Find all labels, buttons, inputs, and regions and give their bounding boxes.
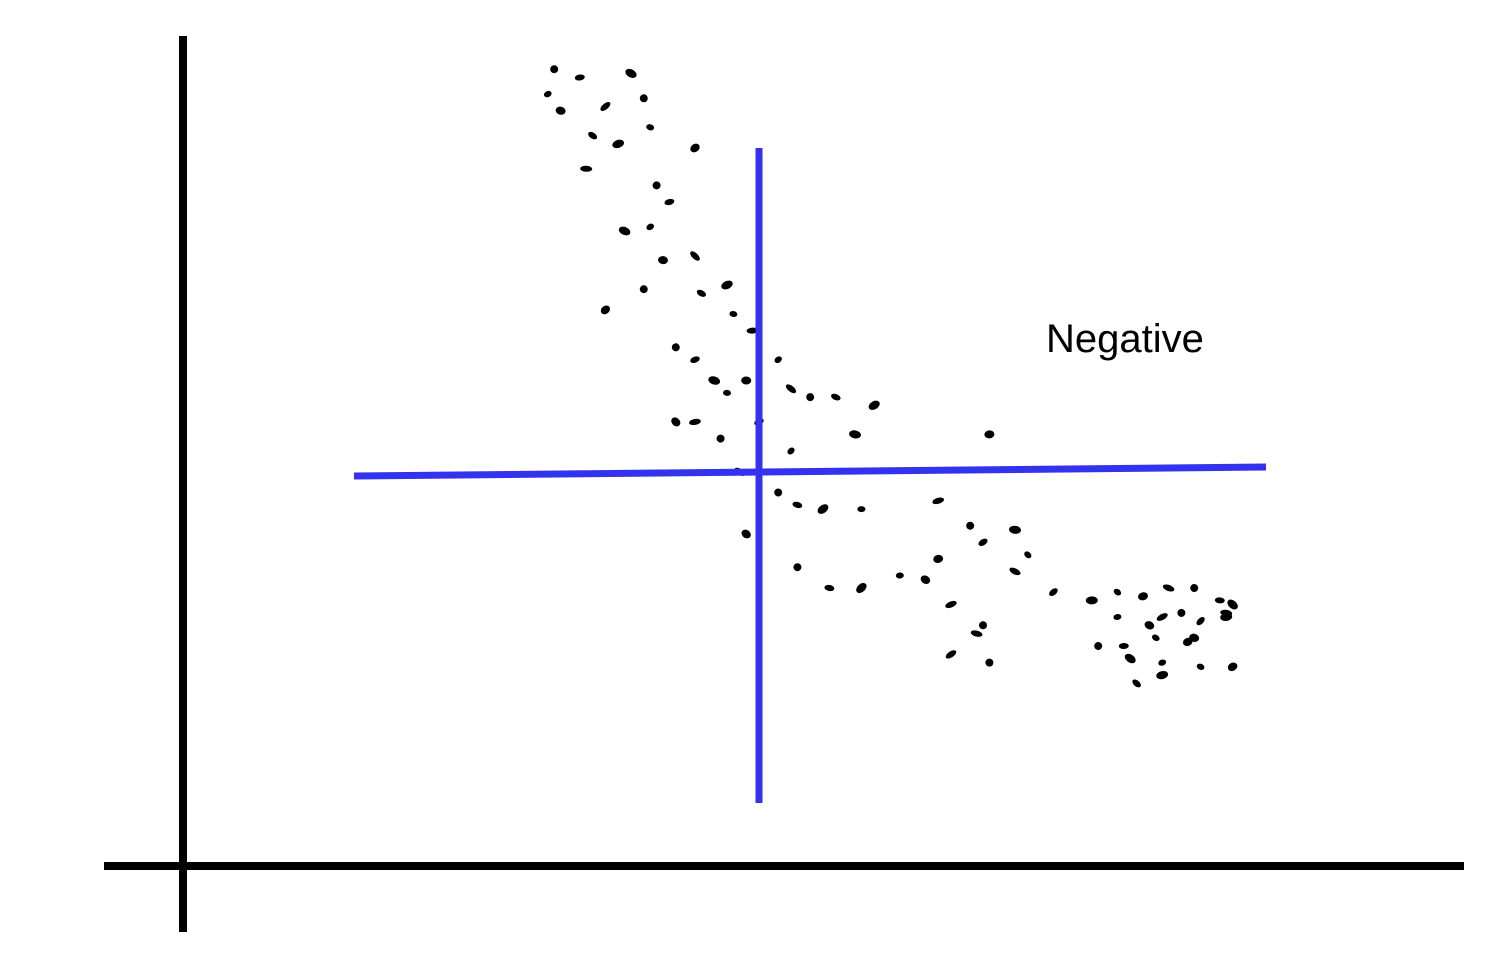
- data-point: [625, 68, 637, 78]
- data-point: [1182, 637, 1193, 647]
- data-point: [671, 417, 681, 427]
- data-point: [1227, 662, 1238, 672]
- data-point: [721, 280, 733, 290]
- data-point: [785, 384, 797, 394]
- data-point: [856, 582, 867, 594]
- data-point: [689, 418, 701, 426]
- data-point: [787, 447, 795, 455]
- data-point: [868, 400, 880, 410]
- data-point: [984, 430, 995, 439]
- data-point: [1158, 659, 1167, 666]
- data-point: [966, 521, 975, 530]
- data-point: [979, 621, 987, 630]
- data-point: [1024, 551, 1032, 559]
- data-point: [690, 356, 700, 363]
- data-point: [646, 124, 655, 131]
- data-point: [1049, 588, 1058, 596]
- data-point: [555, 106, 566, 115]
- data-point: [1124, 653, 1136, 664]
- data-point: [1009, 525, 1021, 534]
- data-point: [817, 504, 829, 514]
- data-point: [970, 630, 983, 637]
- data-point: [933, 554, 944, 563]
- data-point: [1113, 588, 1122, 596]
- data-point: [895, 572, 904, 579]
- data-point: [741, 529, 751, 539]
- data-point: [729, 310, 738, 318]
- data-point: [1156, 670, 1169, 680]
- data-point: [580, 165, 593, 172]
- data-point: [945, 650, 957, 659]
- data-point: [658, 256, 668, 265]
- data-point: [1220, 609, 1233, 616]
- data-point: [1138, 592, 1148, 601]
- data-point: [639, 285, 648, 294]
- axes: [104, 36, 1464, 932]
- mean-lines: [353, 148, 1267, 803]
- data-point: [1118, 642, 1129, 650]
- data-point: [793, 563, 802, 572]
- data-point: [774, 356, 782, 364]
- data-point: [671, 343, 680, 352]
- data-point: [600, 102, 611, 111]
- data-point: [1152, 634, 1160, 642]
- data-point: [985, 658, 994, 667]
- data-point: [1227, 599, 1238, 610]
- data-point: [588, 131, 598, 140]
- data-points: [543, 65, 1238, 688]
- data-point: [612, 139, 625, 149]
- data-point: [806, 393, 815, 402]
- data-point: [1094, 642, 1103, 650]
- data-point: [600, 305, 610, 315]
- data-point: [831, 393, 841, 401]
- data-point: [1156, 613, 1168, 621]
- data-point: [1144, 621, 1155, 630]
- data-point: [1189, 633, 1200, 642]
- data-point: [550, 65, 559, 74]
- data-point: [639, 94, 648, 103]
- data-point: [1009, 567, 1021, 576]
- data-point: [741, 376, 752, 385]
- data-point: [978, 538, 988, 546]
- data-point: [664, 198, 675, 206]
- data-point: [1113, 613, 1122, 621]
- data-point: [690, 143, 700, 153]
- annotation-label: Negative: [1046, 317, 1204, 361]
- data-point: [716, 434, 725, 443]
- data-point: [646, 223, 654, 231]
- data-point: [1085, 596, 1098, 605]
- data-point: [574, 74, 585, 81]
- data-point: [723, 389, 731, 396]
- data-point: [824, 584, 835, 592]
- data-point: [774, 488, 783, 497]
- data-point: [1196, 663, 1205, 670]
- data-point: [945, 600, 957, 609]
- data-point: [618, 226, 631, 236]
- mean-y-horizontal-line: [353, 463, 1267, 480]
- data-point: [857, 506, 866, 513]
- data-point: [792, 501, 803, 509]
- data-point: [1190, 584, 1199, 592]
- data-point: [920, 575, 931, 584]
- data-point: [708, 376, 721, 385]
- data-point: [1196, 617, 1205, 626]
- data-point: [690, 251, 700, 261]
- data-point: [1214, 597, 1225, 604]
- data-point: [849, 430, 861, 439]
- data-point: [652, 181, 661, 190]
- data-point: [932, 497, 945, 505]
- data-point: [696, 289, 707, 297]
- data-point: [1162, 584, 1175, 592]
- data-point: [1177, 608, 1186, 617]
- data-point: [543, 90, 552, 98]
- data-point: [1132, 679, 1141, 688]
